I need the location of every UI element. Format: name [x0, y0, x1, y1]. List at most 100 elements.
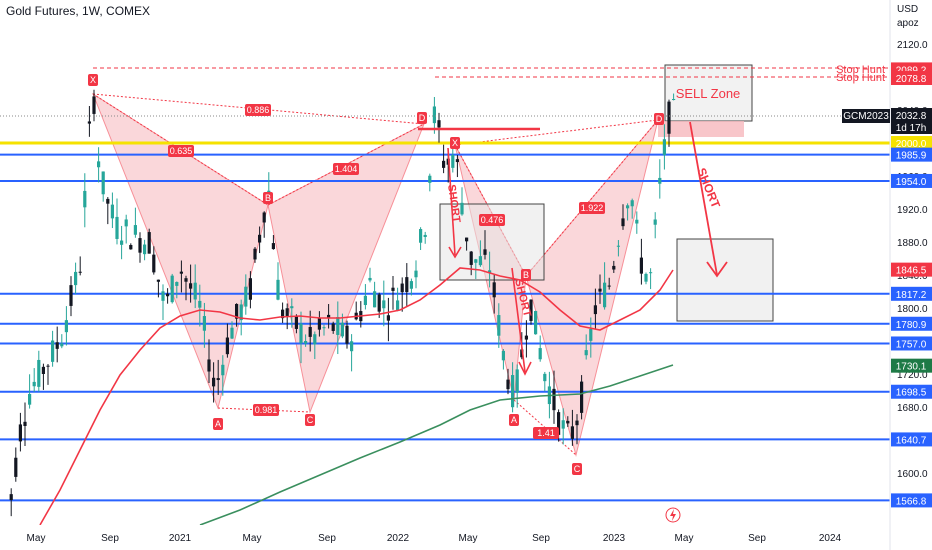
candle	[626, 203, 630, 221]
currency-label: USD	[897, 4, 918, 15]
candle	[294, 314, 298, 334]
price-tag: 1566.8	[891, 493, 932, 508]
candle	[566, 416, 570, 428]
scale-mode-label: apoz	[897, 18, 919, 29]
candle	[368, 267, 372, 283]
arrow-head-3	[706, 261, 728, 278]
time-label: Sep	[101, 533, 119, 544]
candle	[653, 212, 657, 239]
candle	[115, 198, 119, 245]
time-label: 2023	[603, 533, 626, 544]
candle	[649, 268, 653, 290]
candle	[170, 273, 174, 304]
current-price-tag[interactable]: GCM2023 2032.8 1d 17h	[842, 108, 932, 134]
candle	[501, 348, 505, 370]
candle	[147, 228, 151, 254]
candle	[198, 284, 202, 327]
candle	[363, 284, 367, 310]
svg-text:A: A	[215, 419, 221, 429]
time-axis[interactable]	[0, 525, 890, 550]
candle	[639, 238, 643, 285]
candle	[37, 350, 41, 392]
pattern-point-badge: C	[305, 414, 315, 426]
candle	[460, 187, 464, 216]
price-tick: 1880.0	[897, 238, 928, 249]
pattern-point-badge: D	[417, 112, 427, 124]
time-label: May	[459, 533, 478, 544]
candle	[405, 263, 409, 307]
candle	[497, 303, 501, 348]
target-box[interactable]	[676, 238, 774, 322]
candle	[304, 334, 308, 347]
candle	[580, 375, 584, 420]
price-tag: 1985.9	[891, 147, 932, 162]
candle	[593, 288, 597, 330]
candle	[400, 277, 404, 312]
candle	[432, 96, 436, 134]
candle	[630, 198, 634, 219]
candle	[419, 227, 423, 250]
candle	[262, 211, 266, 238]
arrow-head-1	[448, 246, 462, 259]
lightning-icon[interactable]	[665, 507, 681, 523]
candle	[166, 288, 170, 304]
candle	[414, 260, 418, 289]
candle	[138, 232, 142, 263]
svg-text:1730.1: 1730.1	[896, 362, 927, 373]
pattern-point-badge: A	[213, 418, 223, 430]
chart-title: Gold Futures, 1W, COMEX	[6, 4, 151, 18]
candle	[612, 260, 616, 273]
pattern-point-badge: A	[509, 414, 519, 426]
candle	[193, 264, 197, 309]
candle	[524, 320, 528, 358]
candle	[156, 279, 160, 298]
ratio-label: 0.981	[253, 404, 279, 416]
short-label-1: SHORT	[445, 184, 462, 224]
pattern-point-badge: X	[88, 74, 98, 86]
candle	[258, 226, 262, 254]
candle	[212, 362, 216, 403]
candle	[538, 335, 542, 362]
candle	[483, 230, 487, 260]
svg-text:1698.5: 1698.5	[896, 388, 927, 399]
candle	[515, 364, 519, 408]
price-tick: 1920.0	[897, 205, 928, 216]
candle	[78, 256, 82, 276]
candle	[672, 93, 676, 101]
countdown-label: 1d 17h	[896, 123, 927, 134]
candle	[129, 243, 133, 250]
candle	[221, 355, 225, 396]
candle	[106, 197, 110, 225]
current-price-value: 2032.8	[896, 111, 927, 122]
svg-text:2078.8: 2078.8	[896, 74, 927, 85]
candle	[299, 311, 303, 364]
candle	[74, 262, 78, 295]
sell-zone-label: SELL Zone	[676, 86, 741, 101]
candle	[552, 370, 556, 424]
candlestick-series[interactable]	[0, 89, 676, 550]
candle	[451, 146, 455, 173]
horizontal-levels[interactable]	[0, 141, 890, 502]
svg-text:C: C	[574, 464, 581, 474]
candle	[350, 334, 354, 372]
price-tick: 1800.0	[897, 304, 928, 315]
candle	[133, 207, 137, 238]
ma-green-line	[199, 364, 674, 526]
candle	[584, 334, 588, 360]
candle	[189, 264, 193, 303]
ratio-label: 0.476	[479, 214, 505, 226]
candle	[327, 304, 331, 329]
price-tick: 1720.0	[897, 370, 928, 381]
candle	[442, 144, 446, 174]
stop-hunt-label-2: Stop Hunt	[836, 72, 885, 84]
arrow-down-3	[689, 121, 718, 276]
candle	[101, 171, 105, 202]
candle	[409, 278, 413, 296]
candle	[235, 303, 239, 327]
candle	[110, 192, 114, 229]
harmonic-pattern-1[interactable]	[91, 92, 425, 414]
svg-text:1954.0: 1954.0	[896, 177, 927, 188]
svg-text:C: C	[307, 415, 314, 425]
